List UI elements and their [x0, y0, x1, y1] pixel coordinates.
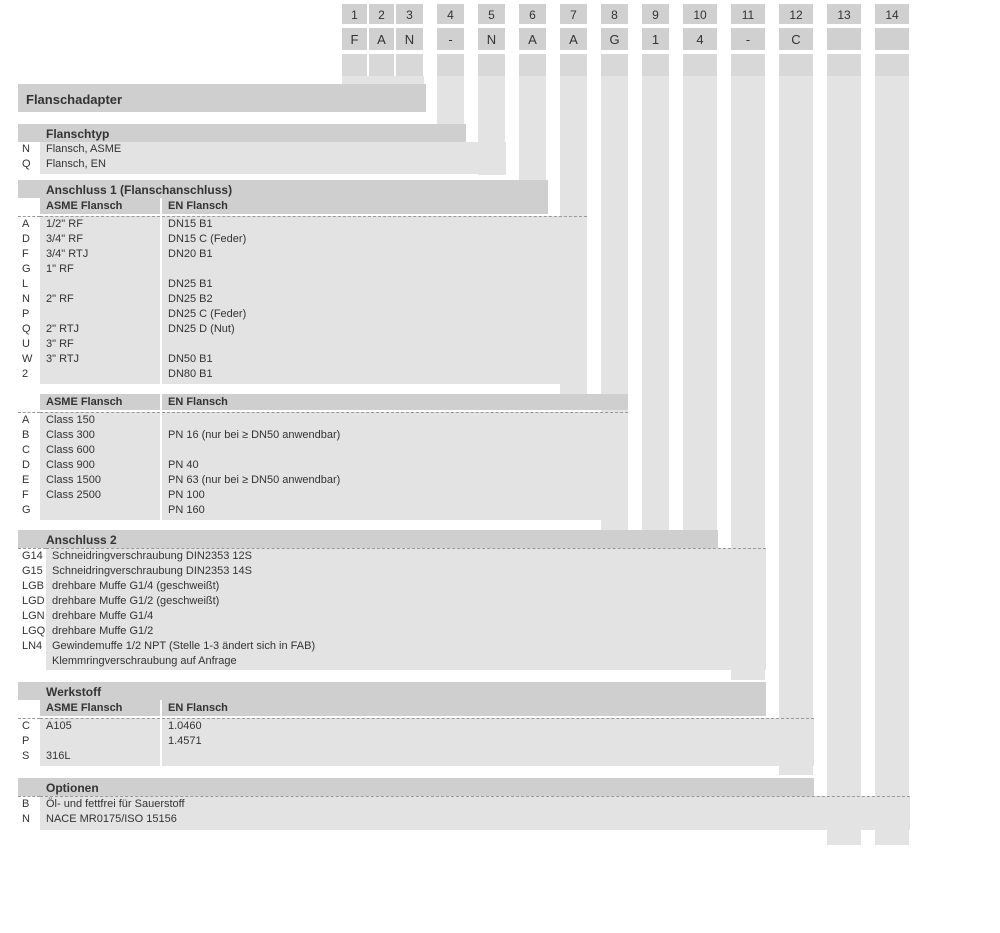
col-num-2: 2 — [369, 4, 394, 24]
col-letter-9: 1 — [642, 28, 669, 50]
col-num-5: 5 — [478, 4, 505, 24]
col-letter-13 — [827, 28, 861, 50]
col-letter-2: A — [369, 28, 394, 50]
a1-col2hdr: EN Flansch — [168, 200, 228, 212]
a1-col1: 1/2" RF3/4" RF3/4" RTJ1" RF2" RF2" RTJ3"… — [40, 216, 160, 384]
col-input-3[interactable] — [396, 54, 423, 76]
col-input-14[interactable] — [875, 54, 909, 76]
col-input-1[interactable] — [342, 54, 367, 76]
step-band-10 — [827, 76, 861, 845]
ws-col1hdr: ASME Flansch — [46, 702, 122, 714]
col-input-10[interactable] — [683, 54, 717, 76]
col-input-7[interactable] — [560, 54, 587, 76]
op-keys: BN — [18, 796, 40, 830]
title: Flanschadapter — [26, 92, 122, 107]
a2-keys: G14G15LGBLGDLGNLGQLN4 — [18, 548, 46, 670]
col-num-12: 12 — [779, 4, 813, 24]
col-input-2[interactable] — [369, 54, 394, 76]
flanschtyp-keys: NQ — [18, 142, 40, 174]
col-num-8: 8 — [601, 4, 628, 24]
col-num-7: 7 — [560, 4, 587, 24]
werkstoff-header: Werkstoff — [46, 685, 101, 699]
col-num-6: 6 — [519, 4, 546, 24]
flanschtyp-header: Flanschtyp — [46, 127, 109, 141]
col-input-6[interactable] — [519, 54, 546, 76]
col-letter-6: A — [519, 28, 546, 50]
pressure-col1: Class 150Class 300Class 600Class 900Clas… — [40, 412, 160, 520]
col-letter-4: - — [437, 28, 464, 50]
col-num-13: 13 — [827, 4, 861, 24]
col-input-11[interactable] — [731, 54, 765, 76]
col-num-9: 9 — [642, 4, 669, 24]
col-num-14: 14 — [875, 4, 909, 24]
flanschtyp-vals: Flansch, ASMEFlansch, EN — [40, 142, 506, 174]
col-letter-3: N — [396, 28, 423, 50]
ws-col2: 1.04601.4571 — [162, 718, 814, 766]
a1-col2: DN15 B1DN15 C (Feder)DN20 B1DN25 B1DN25 … — [162, 216, 587, 384]
col-num-3: 3 — [396, 4, 423, 24]
step-band-3 — [519, 76, 546, 195]
pressure-keys: ABCDEFG — [18, 412, 40, 520]
ws-col1: A105316L — [40, 718, 160, 766]
step-band-6 — [642, 76, 669, 540]
col-num-4: 4 — [437, 4, 464, 24]
col-letter-14 — [875, 28, 909, 50]
step-band-7 — [683, 76, 717, 540]
ws-col2hdr: EN Flansch — [168, 702, 228, 714]
step-band-9 — [779, 76, 813, 775]
col-num-1: 1 — [342, 4, 367, 24]
step-band-11 — [875, 76, 909, 845]
pressure-col2hdr: EN Flansch — [168, 396, 228, 408]
col-input-4[interactable] — [437, 54, 464, 76]
op-vals: Öl- und fettfrei für SauerstoffNACE MR01… — [40, 796, 910, 830]
a1-keys: ADFGLNPQUW2 — [18, 216, 40, 384]
col-num-11: 11 — [731, 4, 765, 24]
col-letter-8: G — [601, 28, 628, 50]
col-input-12[interactable] — [779, 54, 813, 76]
anschluss1-header: Anschluss 1 (Flanschanschluss) — [46, 183, 232, 197]
col-letter-11: - — [731, 28, 765, 50]
col-letter-5: N — [478, 28, 505, 50]
col-letter-7: A — [560, 28, 587, 50]
optionen-header: Optionen — [46, 781, 99, 795]
col-input-8[interactable] — [601, 54, 628, 76]
col-input-5[interactable] — [478, 54, 505, 76]
col-letter-1: F — [342, 28, 367, 50]
col-num-10: 10 — [683, 4, 717, 24]
a1-col1hdr: ASME Flansch — [46, 200, 122, 212]
col-letter-12: C — [779, 28, 813, 50]
pressure-col2: PN 16 (nur bei ≥ DN50 anwendbar)PN 40PN … — [162, 412, 628, 520]
col-letter-10: 4 — [683, 28, 717, 50]
anschluss2-header: Anschluss 2 — [46, 533, 117, 547]
pressure-col1hdr: ASME Flansch — [46, 396, 122, 408]
step-band-1 — [437, 76, 464, 130]
a2-vals: Schneidringverschraubung DIN2353 12SSchn… — [46, 548, 766, 670]
col-input-9[interactable] — [642, 54, 669, 76]
col-input-13[interactable] — [827, 54, 861, 76]
ws-keys: CPS — [18, 718, 40, 766]
